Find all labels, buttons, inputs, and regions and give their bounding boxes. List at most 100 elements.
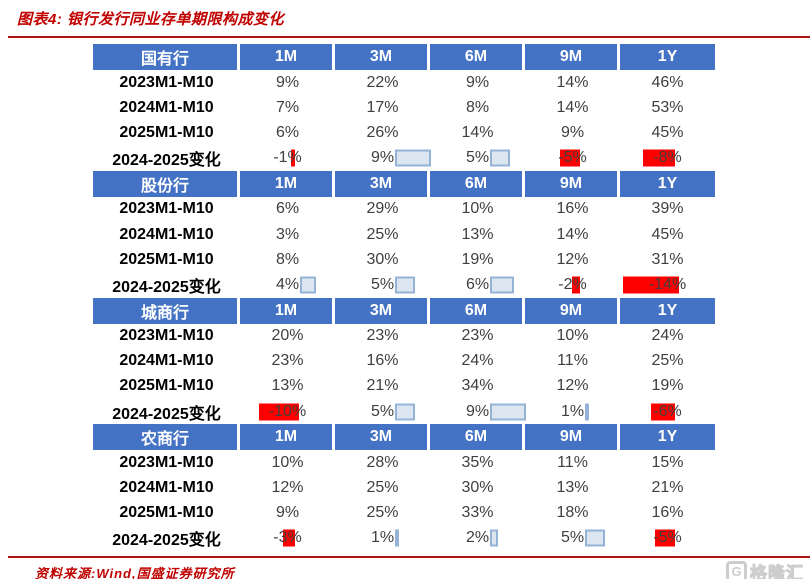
value-text: 23%: [461, 327, 494, 345]
value-cell: 22%: [335, 70, 430, 95]
value-cell: 7%: [240, 95, 335, 120]
value-text: 1%: [560, 402, 585, 420]
table-row: 2024M1-M10 23% 16% 24% 11% 25%: [93, 349, 715, 374]
value-cell: 24%: [430, 349, 525, 374]
column-header: 3M: [335, 44, 430, 70]
value-wrap: 8%: [466, 99, 489, 116]
value-cell: 45%: [620, 120, 715, 145]
value-wrap: 11%: [557, 353, 588, 369]
value-wrap: 24%: [461, 353, 493, 369]
change-row: 2024-2025变化 -3% 1% 2% 5% -5%: [93, 526, 715, 551]
value-wrap: -1%: [273, 149, 302, 167]
value-cell: 19%: [430, 247, 525, 272]
value-cell: 9%: [430, 70, 525, 95]
section-header-row: 股份行 1M 3M 6M 9M 1Y: [93, 170, 715, 197]
value-wrap: 39%: [651, 201, 683, 217]
value-text: -14%: [648, 275, 687, 293]
value-cell: 19%: [620, 374, 715, 399]
value-text: 17%: [366, 98, 399, 116]
value-text: 23%: [366, 327, 399, 345]
positive-change-bar: [490, 403, 527, 421]
positive-change-bar: [300, 276, 317, 294]
column-header: 9M: [525, 170, 620, 197]
row-label: 2024-2025变化: [112, 278, 221, 296]
positive-change-bar: [490, 276, 515, 294]
value-text: 25%: [366, 479, 399, 497]
table-row: 2023M1-M10 10% 28% 35% 11% 15%: [93, 450, 715, 475]
value-wrap: 9%: [371, 149, 432, 167]
value-text: 9%: [465, 73, 490, 91]
value-cell: 21%: [335, 374, 430, 399]
value-text: 16%: [366, 352, 399, 370]
value-cell: 35%: [430, 450, 525, 475]
value-wrap: 23%: [461, 328, 493, 344]
row-label: 2024-2025变化: [112, 532, 221, 550]
value-wrap: 25%: [366, 505, 398, 521]
value-cell: 46%: [620, 70, 715, 95]
value-wrap: 6%: [276, 124, 299, 141]
column-header: 9M: [525, 424, 620, 451]
value-wrap: 25%: [366, 480, 398, 496]
source-note: 资料来源:Wind,国盛证券研究所: [35, 566, 235, 579]
negative-change-bar: [650, 403, 675, 421]
value-wrap: -5%: [558, 149, 587, 167]
value-cell: 18%: [525, 501, 620, 526]
value-text: 8%: [275, 250, 300, 268]
value-text: 9%: [275, 504, 300, 522]
value-cell: 14%: [525, 70, 620, 95]
value-wrap: 1%: [560, 402, 590, 421]
value-text: 31%: [651, 250, 684, 268]
value-wrap: 26%: [366, 124, 398, 141]
value-cell: 11%: [525, 349, 620, 374]
value-wrap: 15%: [651, 454, 683, 471]
value-wrap: 14%: [556, 226, 588, 243]
value-text: 13%: [461, 225, 494, 243]
change-value-cell: 4%: [240, 272, 335, 297]
value-text: 46%: [651, 73, 684, 91]
value-wrap: 5%: [466, 149, 511, 167]
value-wrap: 21%: [366, 378, 398, 394]
value-wrap: 25%: [366, 226, 398, 243]
value-wrap: 19%: [461, 251, 493, 268]
value-wrap: 10%: [556, 328, 588, 344]
value-wrap: 9%: [466, 403, 527, 421]
value-wrap: 33%: [461, 505, 493, 521]
value-wrap: 35%: [461, 454, 493, 471]
column-header: 6M: [430, 170, 525, 197]
value-cell: 9%: [240, 501, 335, 526]
row-label: 2024M1-M10: [119, 352, 214, 370]
value-wrap: 6%: [466, 276, 515, 294]
value-cell: 25%: [335, 222, 430, 247]
figure-title: 图表4: 银行发行同业存单期限构成变化: [17, 11, 285, 28]
value-wrap: 24%: [651, 328, 683, 344]
value-wrap: 28%: [366, 454, 398, 471]
value-wrap: 9%: [465, 73, 490, 91]
row-label: 2024M1-M10: [119, 479, 214, 497]
table-row: 2025M1-M10 13% 21% 34% 12% 19%: [93, 374, 715, 399]
negative-change-bar: [623, 276, 680, 294]
row-label: 2023M1-M10: [119, 453, 214, 471]
value-wrap: -10%: [259, 403, 306, 421]
value-wrap: 13%: [271, 378, 303, 394]
value-text: 39%: [651, 200, 684, 218]
value-text: 4%: [275, 275, 300, 293]
value-wrap: 16%: [556, 201, 588, 217]
gelonghui-watermark-text: 格隆汇: [750, 564, 804, 579]
section-header: 城商行: [93, 297, 240, 324]
table-row: 2023M1-M10 6% 29% 10% 16% 39%: [93, 197, 715, 222]
value-cell: 30%: [430, 475, 525, 500]
value-wrap: 45%: [651, 124, 683, 141]
column-header: 3M: [335, 170, 430, 197]
value-text: -5%: [653, 529, 682, 547]
value-cell: 23%: [430, 324, 525, 349]
change-value-cell: 1%: [525, 399, 620, 424]
column-header: 3M: [335, 424, 430, 451]
column-header: 1M: [240, 44, 335, 70]
table-row: 2024M1-M10 7% 17% 8% 14% 53%: [93, 95, 715, 120]
negative-change-bar: [259, 403, 300, 421]
row-label: 2025M1-M10: [119, 123, 214, 141]
value-wrap: 23%: [271, 353, 303, 369]
negative-change-bar: [559, 149, 580, 167]
value-text: 13%: [556, 479, 589, 497]
row-label: 2024M1-M10: [119, 98, 214, 116]
